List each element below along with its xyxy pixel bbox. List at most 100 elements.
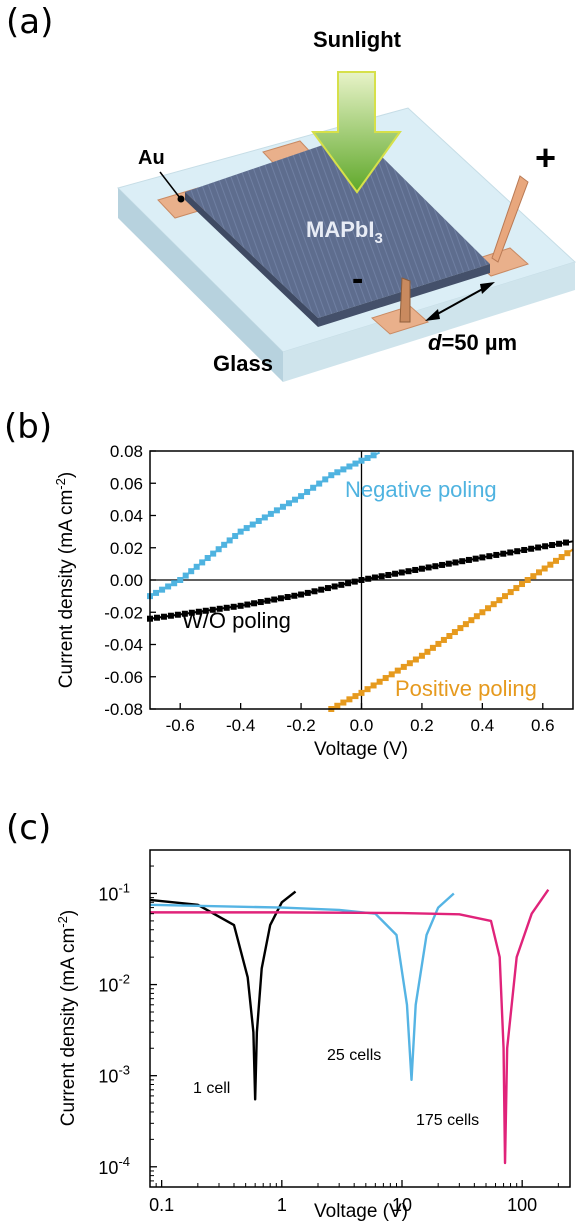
x-tick-label: 10 [392,1195,412,1215]
data-point [440,636,447,643]
series-negative-poling [147,451,381,600]
data-point [277,595,284,602]
data-point [334,702,341,709]
data-point [204,555,211,562]
data-point [425,564,432,571]
y-tick-label: 0.02 [110,539,143,558]
data-point [237,528,244,535]
data-point [310,484,317,491]
data-point [257,599,264,606]
data-point [237,602,244,609]
sunlight-label: Sunlight [313,27,402,52]
series-1-cell [149,890,297,1101]
panel-a-label: (a) [6,2,54,42]
data-point [171,580,178,587]
data-point [530,573,537,580]
data-point [485,605,492,612]
glass-left-side [118,188,283,382]
data-point [556,540,563,547]
series-label-positive: Positive poling [395,676,537,701]
data-point [232,533,239,540]
data-point [376,678,383,685]
data-point [429,644,436,651]
data-point [264,597,271,604]
data-point [446,632,453,639]
y-tick-label: 10-3 [98,1063,130,1087]
data-point [273,507,280,514]
data-point [521,546,528,553]
jv-linear-chart: -0.6 -0.4 -0.2 0.0 0.2 0.4 0.6 0.08 0.06 0.04 0.02… [53,442,574,760]
data-point [549,542,556,549]
data-point [406,660,413,667]
panel-c-label: (c) [6,808,52,848]
x-tick-label: -0.4 [226,716,255,735]
data-point [298,493,305,500]
data-point [210,550,217,557]
data-point [371,574,378,581]
x-axis-label: Voltage (V) [314,1201,408,1222]
data-point [524,577,531,583]
x-tick-label: 0.0 [350,716,374,735]
data-point [193,563,200,570]
series-label-25-cells: 25 cells [327,1047,381,1064]
data-point [279,503,286,510]
data-point [195,608,202,615]
data-point [199,559,206,566]
x-axis-label: Voltage (V) [314,739,408,760]
data-point [322,476,329,483]
x-tick-label: 0.4 [471,716,495,735]
data-point [435,640,442,647]
glass-label: Glass [213,351,273,376]
data-point [202,607,209,614]
data-point [251,600,258,607]
data-point [345,580,352,587]
data-point [507,549,514,556]
series-175-cells [150,889,550,1165]
data-point [182,572,189,579]
data-point [255,517,262,524]
series-25-cells [149,892,455,1082]
panel-b-label: (b) [4,407,53,447]
data-point [298,591,305,598]
y-tick-label: 0.00 [110,571,143,590]
data-point [331,583,338,590]
data-point [496,597,503,604]
data-point [216,605,223,612]
data-point [519,581,526,588]
distance-arrowhead-right [480,282,495,294]
data-point [553,557,560,564]
data-point [564,550,571,557]
data-point [291,592,298,599]
y-tick-label: -0.08 [104,700,143,719]
data-point [346,463,353,470]
data-point [174,611,181,618]
data-point [188,568,195,575]
y-axis-label: Current density (mA cm-2) [53,472,77,688]
data-point [452,559,459,566]
data-point [412,566,419,573]
data-point [378,573,385,580]
data-point [181,610,188,617]
y-tick-label: 0.04 [110,507,143,526]
data-point [153,589,160,596]
data-point [462,621,469,628]
data-point [490,601,497,608]
glass-front-side [283,262,575,382]
data-point [304,589,311,596]
data-point [514,548,521,555]
data-point [493,551,500,558]
au-pointer-dot [177,195,185,203]
data-point [243,525,250,532]
data-point [457,625,464,632]
data-point [439,561,446,568]
data-point [318,586,325,593]
data-point [165,583,172,590]
data-point [364,454,371,461]
data-point [486,553,493,560]
data-point [400,663,407,670]
x-tick-label: 1 [277,1195,287,1215]
data-point [346,696,353,703]
plot-frame [149,450,574,710]
y-tick-label: 10-1 [98,880,130,904]
y-tick-label: -0.04 [104,636,143,655]
